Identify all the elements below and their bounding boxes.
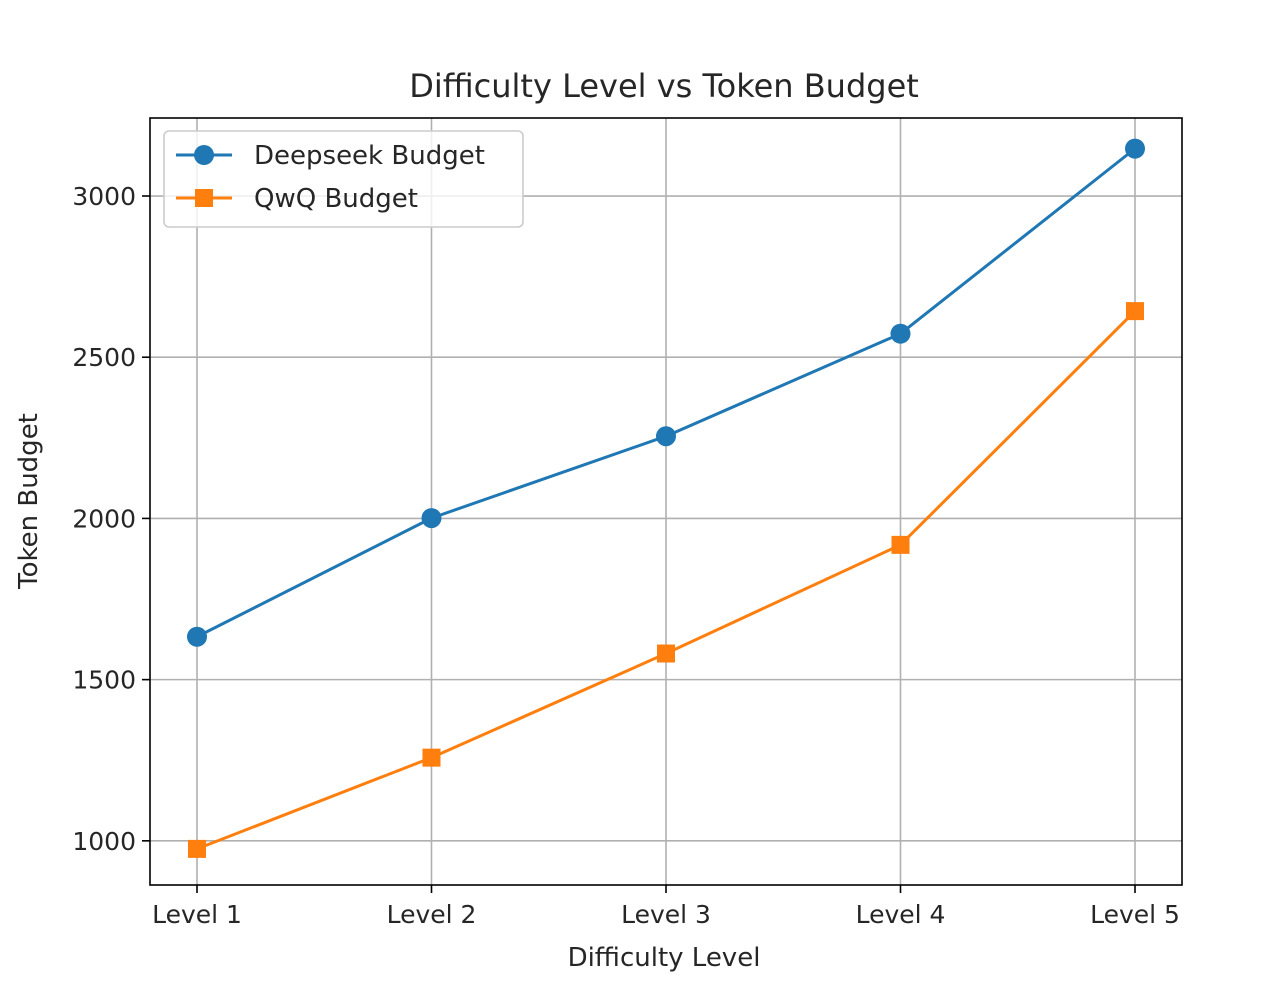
y-axis-label: Token Budget (14, 413, 44, 590)
y-tick-label: 1500 (72, 666, 136, 695)
chart-title: Difficulty Level vs Token Budget (409, 67, 919, 105)
x-axis-label: Difficulty Level (568, 943, 761, 973)
data-point-qwq-budget (1126, 302, 1144, 321)
data-point-deepseek-budget (656, 426, 676, 447)
legend-entry-qwq-budget: QwQ Budget (176, 184, 418, 214)
data-point-qwq-budget (422, 748, 441, 767)
series-qwq-budget (188, 302, 1144, 858)
series-deepseek-budget (187, 138, 1145, 647)
x-tick-label: Level 3 (621, 900, 711, 929)
y-tick-label: 2500 (72, 343, 136, 372)
x-tick-label: Level 2 (387, 900, 477, 929)
x-tick-label: Level 4 (856, 900, 946, 929)
legend-entry-deepseek-budget: Deepseek Budget (176, 141, 485, 171)
series-layer (187, 138, 1145, 858)
ticks: Level 1 Level 2 Level 3 Level 4 Level 5 1000 1… (72, 182, 1180, 929)
data-point-qwq-budget (188, 839, 206, 858)
y-tick-label: 1000 (72, 827, 136, 856)
y-tick-label: 2000 (72, 504, 136, 533)
legend-box (163, 130, 524, 228)
data-point-deepseek-budget (890, 323, 911, 344)
data-point-qwq-budget (657, 644, 675, 663)
data-point-qwq-budget (891, 535, 910, 554)
legend-label-qwq-budget: QwQ Budget (254, 184, 418, 214)
data-point-deepseek-budget (187, 626, 207, 647)
legend-marker-deepseek-budget (194, 145, 214, 165)
grid (150, 118, 1182, 885)
x-tick-label: Level 5 (1090, 900, 1180, 929)
legend-label-deepseek-budget: Deepseek Budget (254, 141, 485, 171)
data-point-deepseek-budget (421, 508, 442, 529)
y-tick-label: 3000 (72, 182, 136, 211)
data-point-deepseek-budget (1125, 138, 1145, 159)
legend: Deepseek Budget QwQ Budget (163, 130, 524, 228)
legend-marker-qwq-budget (195, 189, 213, 207)
x-tick-label: Level 1 (152, 900, 242, 929)
